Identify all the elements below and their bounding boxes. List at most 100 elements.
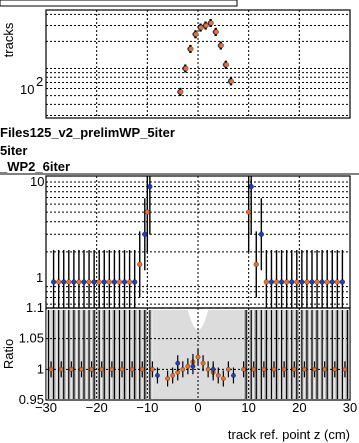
legend: Files125_v2_prelimWP_5iter 5iter _WP2_6i… — [0, 125, 359, 175]
top-data-points — [177, 19, 234, 96]
data-point — [96, 279, 102, 285]
x-tick-label: −10 — [136, 400, 158, 415]
data-point — [129, 366, 135, 372]
data-point — [68, 366, 74, 372]
data-point — [51, 279, 57, 285]
data-point — [261, 366, 267, 372]
data-point — [279, 279, 285, 285]
data-point — [79, 366, 84, 372]
top-title-box — [0, 0, 238, 7]
data-point — [165, 376, 170, 381]
data-point — [56, 279, 62, 285]
data-point — [48, 366, 54, 372]
data-point — [91, 279, 97, 285]
data-point — [226, 366, 231, 372]
data-point — [71, 279, 77, 285]
ratio-y-ticks: 0.95 1 1.05 1.1 — [19, 300, 44, 407]
data-point — [302, 366, 307, 372]
data-point — [121, 279, 128, 285]
data-point — [200, 360, 206, 366]
data-point — [241, 366, 246, 372]
data-point — [210, 366, 216, 372]
middle-y-tick-1: 1 — [36, 270, 43, 285]
x-tick-label: −30 — [35, 400, 57, 415]
data-point — [101, 279, 107, 285]
data-point — [58, 366, 64, 372]
ratio-panel: 0.95 1 1.05 1.1 −30 −20 −10 0 10 20 30 Ratio trac… — [1, 300, 357, 442]
x-tick-label: −20 — [86, 400, 108, 415]
middle-grid — [46, 176, 350, 308]
data-point — [198, 25, 204, 31]
data-point — [223, 62, 229, 68]
data-point — [263, 279, 269, 285]
data-point — [314, 279, 320, 285]
legend-line-2: 5iter — [0, 143, 27, 158]
data-point — [218, 42, 224, 49]
data-point — [155, 373, 160, 378]
data-point — [195, 354, 201, 360]
data-point — [319, 279, 325, 285]
data-point — [215, 373, 221, 378]
top-y-tick-10: 10 — [20, 82, 34, 97]
data-point — [76, 279, 82, 285]
data-point — [116, 279, 123, 285]
middle-data-points — [51, 176, 345, 308]
ratio-y-axis-label: Ratio — [1, 339, 16, 369]
data-point — [119, 366, 125, 372]
data-point — [142, 231, 148, 237]
top-panel: tracks 10 2 — [0, 0, 351, 119]
data-point — [170, 373, 176, 378]
data-point — [324, 279, 330, 285]
x-axis-label: track ref. point z (cm) — [228, 427, 350, 442]
data-point — [137, 261, 143, 267]
data-point — [188, 46, 194, 52]
data-point — [332, 366, 338, 372]
data-point — [178, 89, 184, 95]
data-point — [132, 279, 138, 285]
data-point — [334, 279, 340, 285]
data-point — [268, 279, 275, 285]
data-point — [147, 184, 153, 190]
ratio-y-tick-label: 1.1 — [26, 300, 44, 315]
data-point — [144, 209, 150, 215]
data-point — [220, 376, 226, 381]
data-point — [203, 23, 209, 29]
ratio-y-tick-label: 0.95 — [19, 392, 44, 407]
top-y-axis-label: tracks — [1, 22, 16, 57]
data-point — [139, 366, 145, 372]
data-point — [190, 363, 196, 369]
data-point — [246, 209, 252, 215]
data-point — [213, 29, 219, 35]
ratio-data-points — [48, 349, 348, 387]
data-point — [281, 366, 287, 372]
ratio-x-ticks: −30 −20 −10 0 10 20 30 — [35, 400, 357, 415]
x-tick-label: 0 — [194, 400, 201, 415]
middle-panel: 10 1 — [30, 174, 351, 309]
data-point — [329, 279, 335, 285]
data-point — [205, 366, 211, 372]
data-point — [304, 279, 310, 285]
legend-line-1: Files125_v2_prelimWP_5iter — [0, 125, 175, 140]
legend-line-3: _WP2_6iter — [0, 159, 70, 174]
data-point — [66, 279, 72, 285]
data-point — [193, 31, 199, 37]
x-tick-label: 30 — [343, 400, 357, 415]
data-point — [183, 65, 189, 72]
ratio-y-tick-label: 1.05 — [19, 331, 44, 346]
ratio-y-tick-label: 1 — [37, 361, 44, 376]
data-point — [99, 366, 105, 372]
data-point — [248, 184, 254, 190]
data-point — [291, 366, 297, 372]
ratio-grid — [46, 307, 350, 401]
data-point — [284, 279, 290, 285]
data-point — [312, 366, 317, 372]
data-point — [258, 231, 264, 237]
data-point — [61, 279, 67, 285]
data-point — [180, 366, 186, 372]
data-point — [81, 279, 87, 285]
data-point — [106, 279, 112, 285]
x-tick-label: 10 — [241, 400, 255, 415]
data-point — [289, 279, 295, 285]
data-point — [339, 279, 345, 285]
